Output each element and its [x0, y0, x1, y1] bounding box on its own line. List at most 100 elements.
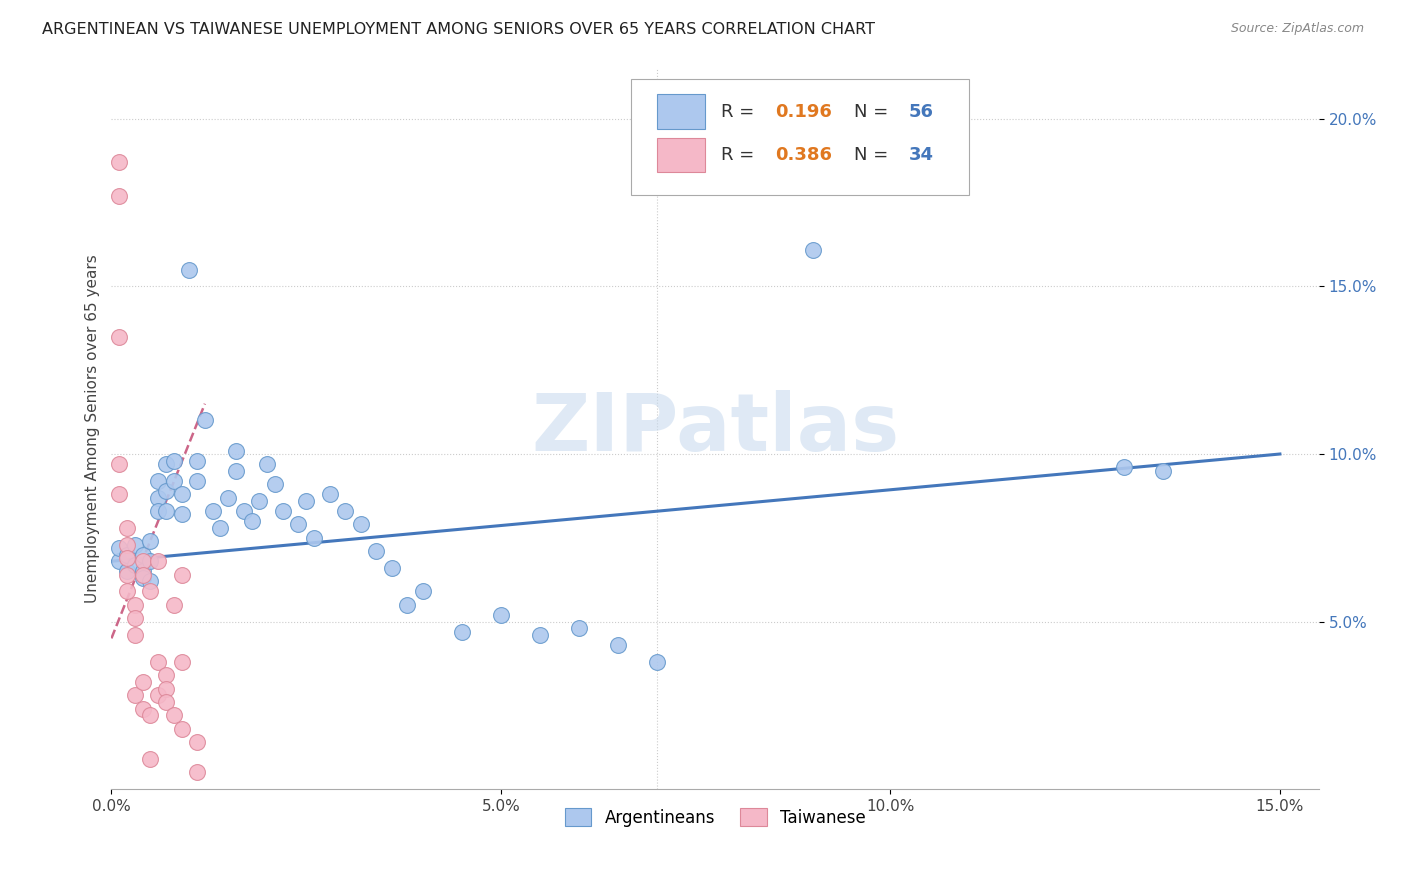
Point	[108, 554, 131, 568]
Point	[131, 554, 153, 568]
Point	[170, 722, 193, 736]
Point	[801, 243, 824, 257]
Point	[155, 695, 177, 709]
Point	[186, 453, 208, 467]
Point	[139, 534, 162, 549]
Point	[139, 554, 162, 568]
Point	[146, 554, 169, 568]
Point	[131, 565, 153, 579]
Point	[186, 765, 208, 780]
Point	[163, 598, 186, 612]
Point	[108, 189, 131, 203]
Point	[381, 561, 404, 575]
Point	[163, 708, 186, 723]
Point	[170, 567, 193, 582]
Legend: Argentineans, Taiwanese: Argentineans, Taiwanese	[557, 800, 875, 835]
Point	[108, 155, 131, 169]
Point	[412, 584, 434, 599]
Point	[155, 504, 177, 518]
Point	[201, 504, 224, 518]
Text: N =: N =	[853, 146, 894, 164]
Point	[194, 413, 217, 427]
Point	[124, 598, 146, 612]
Point	[124, 628, 146, 642]
Point	[170, 487, 193, 501]
Point	[529, 628, 551, 642]
Point	[645, 655, 668, 669]
FancyBboxPatch shape	[657, 95, 706, 129]
Point	[139, 752, 162, 766]
Point	[115, 537, 138, 551]
Point	[108, 541, 131, 555]
Point	[115, 521, 138, 535]
Point	[131, 567, 153, 582]
Point	[139, 584, 162, 599]
Point	[302, 531, 325, 545]
Point	[155, 483, 177, 498]
Point	[318, 487, 340, 501]
Point	[108, 487, 131, 501]
Point	[146, 474, 169, 488]
FancyBboxPatch shape	[657, 137, 706, 172]
Point	[115, 550, 138, 565]
Point	[225, 464, 247, 478]
Point	[256, 457, 278, 471]
Point	[232, 504, 254, 518]
Point	[271, 504, 294, 518]
Point	[287, 517, 309, 532]
Point	[115, 567, 138, 582]
Point	[124, 689, 146, 703]
Point	[295, 494, 318, 508]
Point	[170, 655, 193, 669]
Point	[146, 491, 169, 505]
Text: ARGENTINEAN VS TAIWANESE UNEMPLOYMENT AMONG SENIORS OVER 65 YEARS CORRELATION CH: ARGENTINEAN VS TAIWANESE UNEMPLOYMENT AM…	[42, 22, 875, 37]
Point	[333, 504, 356, 518]
Point	[179, 262, 201, 277]
Point	[131, 571, 153, 585]
Text: 34: 34	[908, 146, 934, 164]
Point	[155, 668, 177, 682]
Point	[396, 598, 419, 612]
Point	[131, 702, 153, 716]
Text: ZIPatlas: ZIPatlas	[531, 390, 900, 468]
Point	[155, 457, 177, 471]
Point	[217, 491, 239, 505]
Point	[131, 548, 153, 562]
Text: 56: 56	[908, 103, 934, 120]
Point	[115, 548, 138, 562]
Point	[186, 735, 208, 749]
Point	[240, 514, 263, 528]
FancyBboxPatch shape	[631, 79, 969, 194]
Text: Source: ZipAtlas.com: Source: ZipAtlas.com	[1230, 22, 1364, 36]
Point	[139, 708, 162, 723]
Point	[124, 558, 146, 572]
Text: R =: R =	[721, 103, 761, 120]
Point	[568, 621, 591, 635]
Point	[249, 494, 271, 508]
Point	[131, 675, 153, 690]
Text: R =: R =	[721, 146, 761, 164]
Point	[146, 655, 169, 669]
Point	[186, 474, 208, 488]
Point	[606, 638, 628, 652]
Point	[155, 681, 177, 696]
Point	[163, 453, 186, 467]
Point	[146, 689, 169, 703]
Point	[115, 584, 138, 599]
Point	[108, 329, 131, 343]
Point	[366, 544, 388, 558]
Point	[146, 504, 169, 518]
Y-axis label: Unemployment Among Seniors over 65 years: Unemployment Among Seniors over 65 years	[86, 254, 100, 603]
Point	[489, 607, 512, 622]
Point	[225, 443, 247, 458]
Text: 0.196: 0.196	[776, 103, 832, 120]
Point	[124, 611, 146, 625]
Point	[124, 537, 146, 551]
Point	[350, 517, 373, 532]
Point	[115, 565, 138, 579]
Point	[264, 477, 287, 491]
Point	[451, 624, 474, 639]
Text: N =: N =	[853, 103, 894, 120]
Text: 0.386: 0.386	[776, 146, 832, 164]
Point	[1112, 460, 1135, 475]
